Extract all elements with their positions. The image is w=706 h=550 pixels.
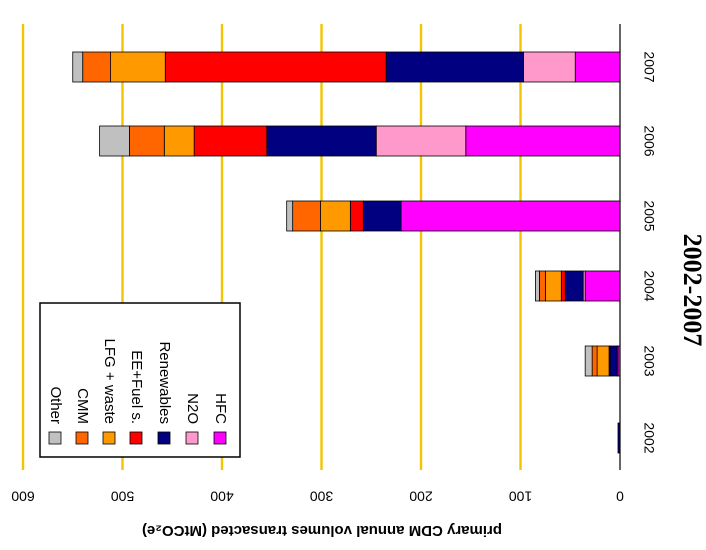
category-label: 2004 — [641, 270, 657, 301]
bar-segment-renewables — [617, 422, 621, 454]
legend-box — [39, 302, 241, 458]
bar-segment-other — [72, 51, 84, 83]
bar-segment-lfg-waste — [596, 345, 610, 377]
value-tick-labels: 0 100 200 300 400 500 600 — [11, 488, 624, 504]
bar-segment-n2o — [523, 51, 576, 83]
chart-title: 2002-2007 — [678, 234, 706, 347]
category-label: 2006 — [641, 125, 657, 156]
legend-label: CMM — [74, 388, 91, 424]
value-tick-label: 400 — [210, 488, 234, 504]
category-labels: 2002 2003 2004 2005 2006 2007 — [641, 51, 657, 453]
bar-segment-lfg-waste — [110, 51, 166, 83]
bar-segment-cmm — [292, 200, 321, 232]
legend: Other CMM LFG + waste EE+Fuel s. Renewables N… — [39, 302, 241, 458]
legend-label: LFG + waste — [101, 339, 118, 424]
legend-label: HFC — [212, 393, 229, 424]
bar-segment-ee-fuel-s- — [164, 51, 387, 83]
value-tick-label: 100 — [509, 488, 533, 504]
value-tick-label: 200 — [409, 488, 433, 504]
bar-segment-ee-fuel-s- — [193, 125, 268, 157]
category-label: 2003 — [641, 345, 657, 376]
bar-segment-renewables — [362, 200, 402, 232]
bar-segment-other — [99, 125, 130, 157]
bar-segment-lfg-waste — [320, 200, 351, 232]
bar-segment-other — [535, 270, 540, 302]
category-label: 2005 — [641, 200, 657, 231]
bar-segment-renewables — [564, 270, 584, 302]
value-tick-label: 300 — [310, 488, 334, 504]
bar-segment-lfg-waste — [544, 270, 562, 302]
bar-segment-ee-fuel-s- — [560, 270, 566, 302]
bar-segment-other — [584, 345, 593, 377]
bar-segment-cmm — [539, 270, 546, 302]
bar-segment-cmm — [129, 125, 165, 157]
category-label: 2002 — [641, 422, 657, 453]
legend-swatch — [48, 431, 62, 445]
bar-segment-hfc — [465, 125, 621, 157]
legend-label: N2O — [184, 393, 201, 424]
bar-segment-n2o — [375, 125, 467, 157]
value-tick-label: 500 — [111, 488, 135, 504]
legend-swatch — [185, 431, 199, 445]
legend-label: Other — [47, 386, 64, 424]
legend-swatch — [129, 431, 143, 445]
gridlines — [21, 24, 621, 470]
value-tick-label: 600 — [11, 488, 35, 504]
bar-segment-hfc — [584, 270, 621, 302]
legend-label: Renewables — [156, 341, 173, 424]
bar-segment-renewables — [385, 51, 524, 83]
legend-swatch — [102, 431, 116, 445]
bar-segment-ee-fuel-s- — [349, 200, 364, 232]
legend-swatch — [157, 431, 171, 445]
bars — [72, 51, 621, 454]
bar-segment-hfc — [574, 51, 621, 83]
category-label: 2007 — [641, 51, 657, 82]
bar-segment-cmm — [82, 51, 111, 83]
bar-segment-lfg-waste — [163, 125, 195, 157]
legend-swatch — [213, 431, 227, 445]
legend-label: EE+Fuel s. — [128, 350, 145, 424]
bar-segment-other — [286, 200, 294, 232]
bar-segment-hfc — [400, 200, 621, 232]
y-axis-label: primary CDM annual volumes transacted (M… — [142, 522, 502, 539]
value-tick-label: 0 — [616, 488, 624, 504]
bar-segment-renewables — [266, 125, 377, 157]
bar-segment-cmm — [591, 345, 598, 377]
bar-segment-renewables — [609, 345, 618, 377]
legend-swatch — [75, 431, 89, 445]
